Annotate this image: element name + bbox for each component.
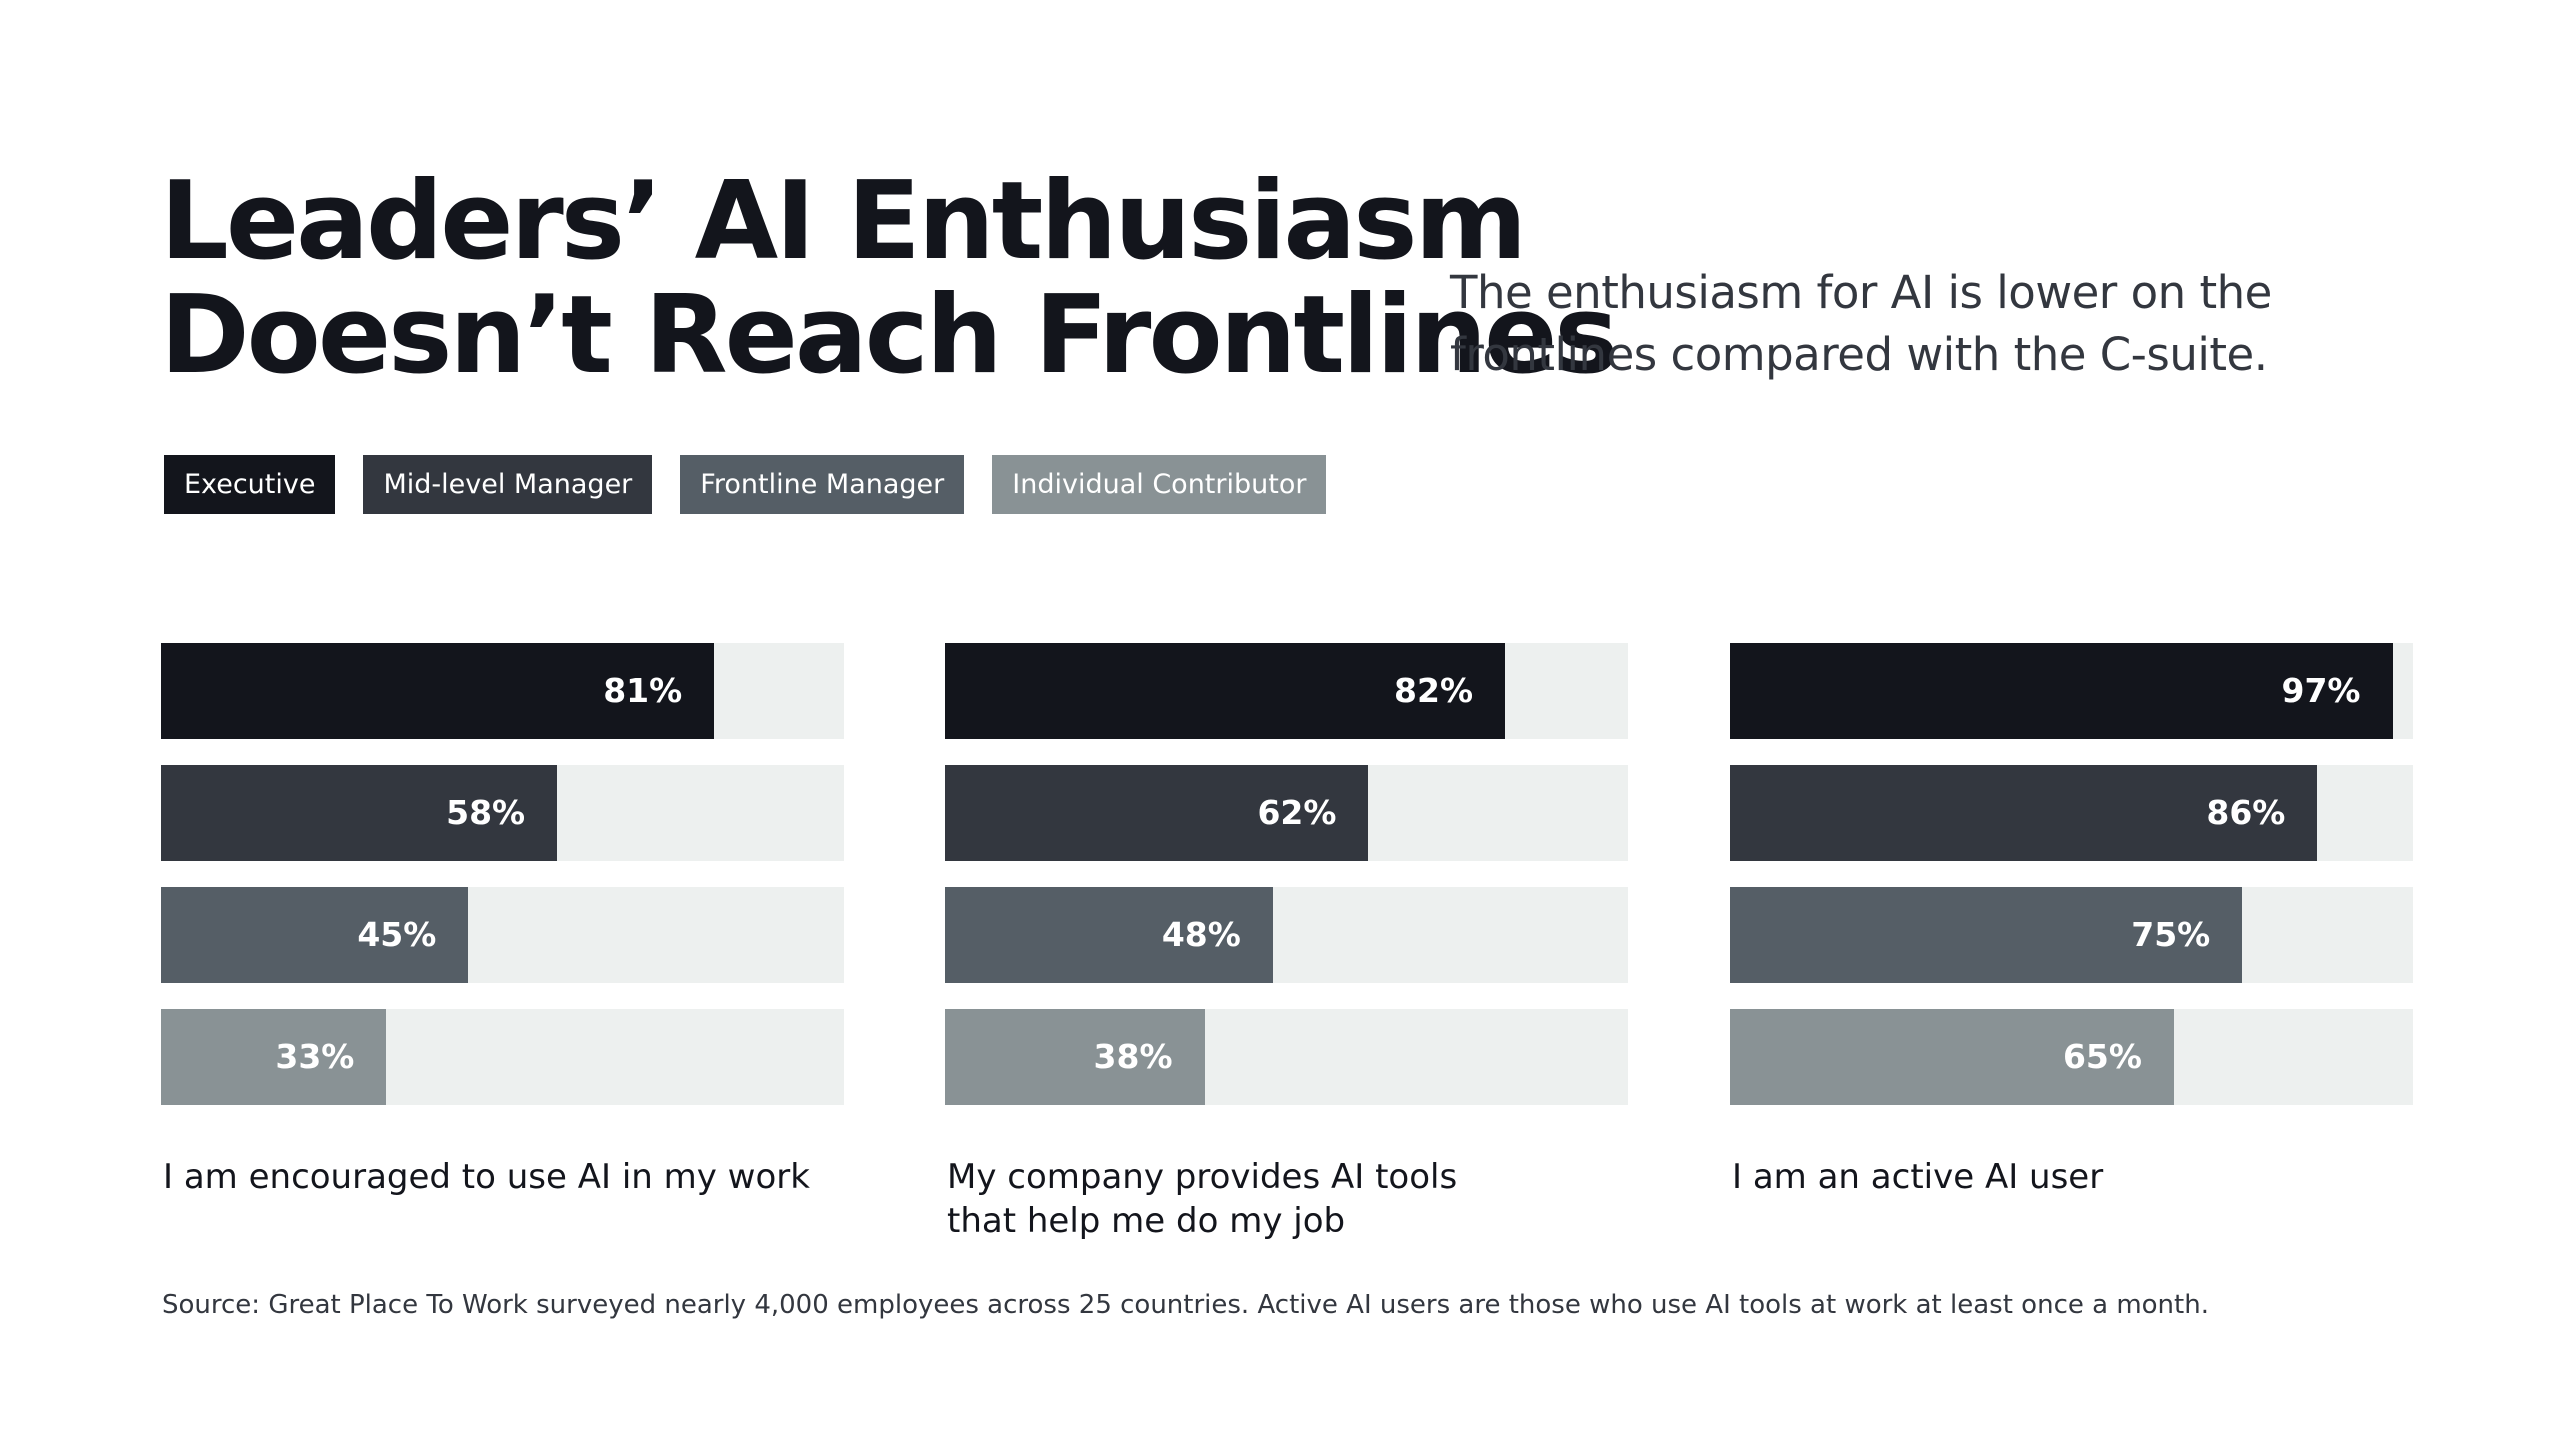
- category-label: My company provides AI tools that help me…: [947, 1155, 1630, 1243]
- data-label: 33%: [275, 1037, 355, 1076]
- bar-track: 48%: [945, 887, 1628, 983]
- bar-track: 33%: [161, 1009, 844, 1105]
- source-note: Source: Great Place To Work surveyed nea…: [162, 1290, 2209, 1320]
- bar: [161, 643, 715, 739]
- category-label: I am encouraged to use AI in my work: [163, 1155, 846, 1199]
- panel-2: 82% 62% 48% 38%: [945, 643, 1628, 1131]
- category-label-line-1: My company provides AI tools: [947, 1157, 1458, 1197]
- bar-track: 65%: [1730, 1009, 2413, 1105]
- category-label-line-1: I am an active AI user: [1732, 1157, 2104, 1197]
- bar: [945, 887, 1273, 983]
- data-label: 81%: [603, 671, 683, 710]
- data-label: 38%: [1093, 1037, 1173, 1076]
- data-label: 97%: [2281, 671, 2361, 710]
- bar-track: 62%: [945, 765, 1628, 861]
- title-line-1: Leaders’ AI Enthusiasm: [160, 159, 1527, 284]
- bar: [1730, 887, 2243, 983]
- data-label: 45%: [357, 915, 437, 954]
- subtitle-line-1: The enthusiasm for AI is lower on the: [1450, 266, 2272, 319]
- data-label: 62%: [1257, 793, 1337, 832]
- data-label: 75%: [2131, 915, 2211, 954]
- category-label-line-1: I am encouraged to use AI in my work: [163, 1157, 810, 1197]
- title-line-2: Doesn’t Reach Frontlines: [160, 273, 1619, 398]
- legend-item-frontline-manager: Frontline Manager: [680, 455, 965, 514]
- panel-3: 97% 86% 75% 65%: [1730, 643, 2413, 1131]
- category-label: I am an active AI user: [1732, 1155, 2415, 1199]
- legend-item-executive: Executive: [164, 455, 336, 514]
- bar: [1730, 643, 2393, 739]
- panel-1: 81% 58% 45% 33%: [161, 643, 844, 1131]
- subtitle-line-2: frontlines compared with the C-suite.: [1450, 328, 2268, 381]
- bar: [945, 643, 1506, 739]
- legend-item-mid-level-manager: Mid-level Manager: [363, 455, 653, 514]
- chart-subtitle: The enthusiasm for AI is lower on the fro…: [1450, 262, 2272, 386]
- data-label: 65%: [2062, 1037, 2142, 1076]
- bar: [161, 765, 558, 861]
- bar: [161, 1009, 387, 1105]
- bar-track: 38%: [945, 1009, 1628, 1105]
- bar-track: 86%: [1730, 765, 2413, 861]
- legend-item-individual-contributor: Individual Contributor: [992, 455, 1327, 514]
- bar-track: 45%: [161, 887, 844, 983]
- bar: [945, 765, 1369, 861]
- bar-track: 75%: [1730, 887, 2413, 983]
- legend: Executive Mid-level Manager Frontline Mana…: [164, 455, 1327, 514]
- bar-track: 81%: [161, 643, 844, 739]
- chart-title: Leaders’ AI Enthusiasm Doesn’t Reach Fron…: [160, 165, 1619, 393]
- data-label: 58%: [446, 793, 526, 832]
- bar: [1730, 1009, 2174, 1105]
- bar-track: 97%: [1730, 643, 2413, 739]
- bar-track: 58%: [161, 765, 844, 861]
- data-label: 48%: [1161, 915, 1241, 954]
- bar: [945, 1009, 1205, 1105]
- data-label: 82%: [1394, 671, 1474, 710]
- bar: [161, 887, 469, 983]
- bar-track: 82%: [945, 643, 1628, 739]
- bar: [1730, 765, 2318, 861]
- category-label-line-2: that help me do my job: [947, 1201, 1346, 1241]
- data-label: 86%: [2206, 793, 2286, 832]
